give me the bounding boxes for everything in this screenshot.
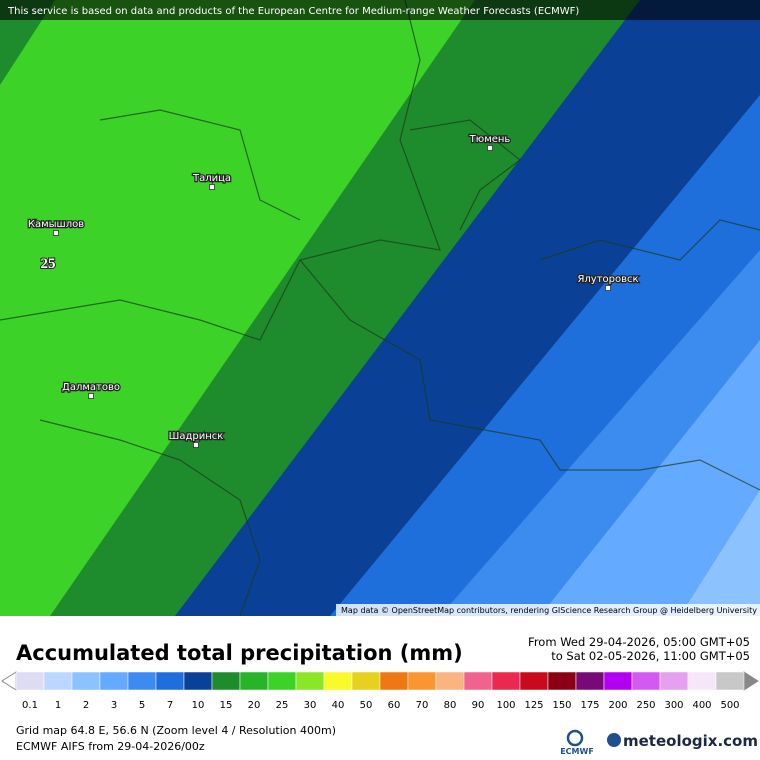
scale-box [463,671,493,691]
notice-bar [0,0,760,20]
scale-box [547,671,577,691]
scale-label: 250 [636,700,655,711]
brand-icon [607,733,621,747]
city-marker [193,442,199,448]
scale-box [631,671,661,691]
scale-label: 150 [552,700,571,711]
scale-box [323,671,353,691]
scale-label: 1 [55,700,61,711]
model-run: ECMWF AIFS from 29-04-2026/00z [16,740,205,753]
scale-label: 15 [220,700,233,711]
scale-box [295,671,325,691]
scale-label: 70 [416,700,429,711]
scale-label: 80 [444,700,457,711]
scale-box [659,671,689,691]
scale-label: 200 [608,700,627,711]
border [299,259,760,491]
scale-box [15,671,45,691]
scale-box [407,671,437,691]
map: This service is based on data and produc… [0,0,760,617]
scale-box [491,671,521,691]
city-label: Талица [192,173,231,184]
scale-box [99,671,129,691]
scale-box [267,671,297,691]
scale-label: 7 [167,700,173,711]
scale-label: 175 [580,700,599,711]
scale-box [155,671,185,691]
scale-box [435,671,465,691]
scale-label: 125 [524,700,543,711]
band-light-blue [540,340,760,616]
city-label: Шадринск [169,431,224,442]
city-marker [605,285,611,291]
scale-box [687,671,717,691]
city-marker [88,393,94,399]
scale-label: 5 [139,700,145,711]
scale-box [379,671,409,691]
scale-label: 500 [720,700,739,711]
scale-label: 2 [83,700,89,711]
brand: meteologix.com [623,732,758,750]
scale-label: 400 [692,700,711,711]
scale-label: 0.1 [22,700,38,711]
scale-label: 100 [496,700,515,711]
scale-label: 90 [472,700,485,711]
city-label: Камышлов [28,219,84,230]
city-label: Далматово [62,382,120,393]
period-to: to Sat 02-05-2026, 11:00 GMT+05 [551,649,750,663]
scale-box [351,671,381,691]
scale-box [127,671,157,691]
scale-label: 30 [304,700,317,711]
scale-label: 20 [248,700,261,711]
legend-panel: Accumulated total precipitation (mm) Fro… [0,616,760,760]
border [39,419,261,617]
city-label: Ялуторовск [577,274,638,285]
city-marker [209,184,215,190]
scale-box [43,671,73,691]
value-label: 25 [41,256,56,272]
scale-label: 300 [664,700,683,711]
legend-title: Accumulated total precipitation (mm) [16,641,463,665]
scale-box [71,671,101,691]
attribution-bg [336,604,760,616]
scale-box [239,671,269,691]
city-label: Тюмень [469,134,511,145]
border [409,119,521,231]
scale-label: 3 [111,700,117,711]
scale-box [519,671,549,691]
scale-box [575,671,605,691]
scale-label: 40 [332,700,345,711]
scale-box [603,671,633,691]
period-from: From Wed 29-04-2026, 05:00 GMT+05 [528,635,750,649]
notice: This service is based on data and produc… [7,6,579,17]
scale-box [183,671,213,691]
city-marker [53,230,59,236]
border [99,109,301,221]
scale-box [211,671,241,691]
grid-info: Grid map 64.8 E, 56.6 N (Zoom level 4 / … [16,724,336,737]
band-dark-green [0,0,55,85]
scale-label: 50 [360,700,373,711]
band-lightest-blue [680,490,760,616]
ecmwf-logo: ECMWF [560,747,594,756]
scale-box [715,671,745,691]
scale-label: 25 [276,700,289,711]
border [539,219,760,261]
attribution: Map data © OpenStreetMap contributors, r… [341,606,757,615]
scale-label: 60 [388,700,401,711]
city-marker [487,145,493,151]
ecmwf-icon [566,729,584,747]
scale-label: 10 [192,700,205,711]
